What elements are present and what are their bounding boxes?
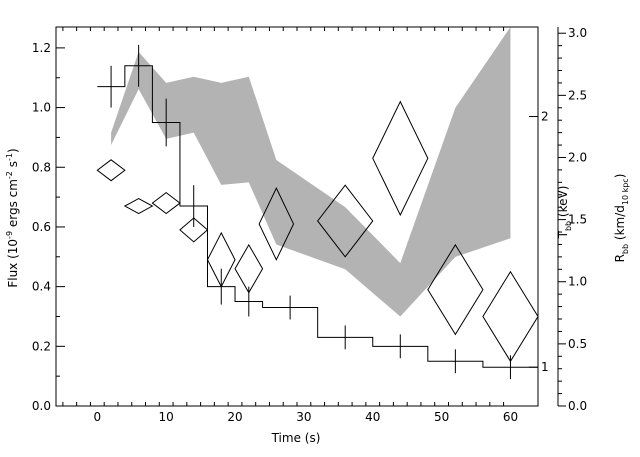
axes-layer: 0 10 20 30 40 50 60 0.0 0.2 0.4 0.6 0.8 1.0 1.2 1 2 0.0 0… [32, 26, 587, 424]
temperature-point [372, 100, 429, 217]
x-axis-label: Time (s) [271, 431, 321, 445]
radius-tick-label: 0.5 [568, 337, 587, 351]
radius-tick-label: 1.5 [568, 213, 587, 227]
temperature-series-layer [96, 100, 539, 363]
y-tick-label: 0.0 [32, 399, 51, 413]
x-tick-label: 50 [434, 410, 449, 424]
radius-tick-label: 3.0 [568, 26, 587, 40]
temperature-point [206, 231, 236, 288]
radius-tick-label: 2.0 [568, 150, 587, 164]
temperature-point [123, 198, 154, 215]
temperature-point [96, 159, 126, 182]
y-tick-label: 0.4 [32, 280, 51, 294]
x-tick-label: 40 [365, 410, 380, 424]
temperature-point [427, 243, 484, 336]
temperature-axis-label: Tbb (keV) [556, 186, 573, 240]
x-tick-label: 60 [503, 410, 518, 424]
temperature-tick-label: 2 [541, 110, 549, 124]
y-tick-label: 0.8 [32, 160, 51, 174]
radius-tick-label: 2.5 [568, 88, 587, 102]
x-tick-label: 0 [93, 410, 101, 424]
temperature-tick-label: 1 [541, 360, 549, 374]
temperature-point [179, 217, 209, 243]
temperature-point [151, 191, 181, 215]
y-tick-label: 0.6 [32, 220, 51, 234]
temperature-point [258, 186, 295, 261]
y-tick-label: 1.2 [32, 41, 51, 55]
radius-band-layer [111, 27, 511, 317]
temperature-point [234, 243, 264, 294]
x-tick-label: 10 [159, 410, 174, 424]
temperature-point [482, 270, 539, 363]
radius-tick-label: 0.0 [568, 399, 587, 413]
temperature-point [317, 184, 374, 258]
radius-tick-label: 1.0 [568, 275, 587, 289]
radius-band [111, 27, 511, 317]
x-tick-label: 20 [227, 410, 242, 424]
x-tick-label: 30 [296, 410, 311, 424]
y-axis-label: Flux (10-9 ergs cm-2 s-1) [5, 148, 20, 287]
y-tick-label: 1.0 [32, 101, 51, 115]
radius-axis-label: Rbb (km/d10 kpc) [613, 174, 630, 263]
y-tick-label: 0.2 [32, 339, 51, 353]
